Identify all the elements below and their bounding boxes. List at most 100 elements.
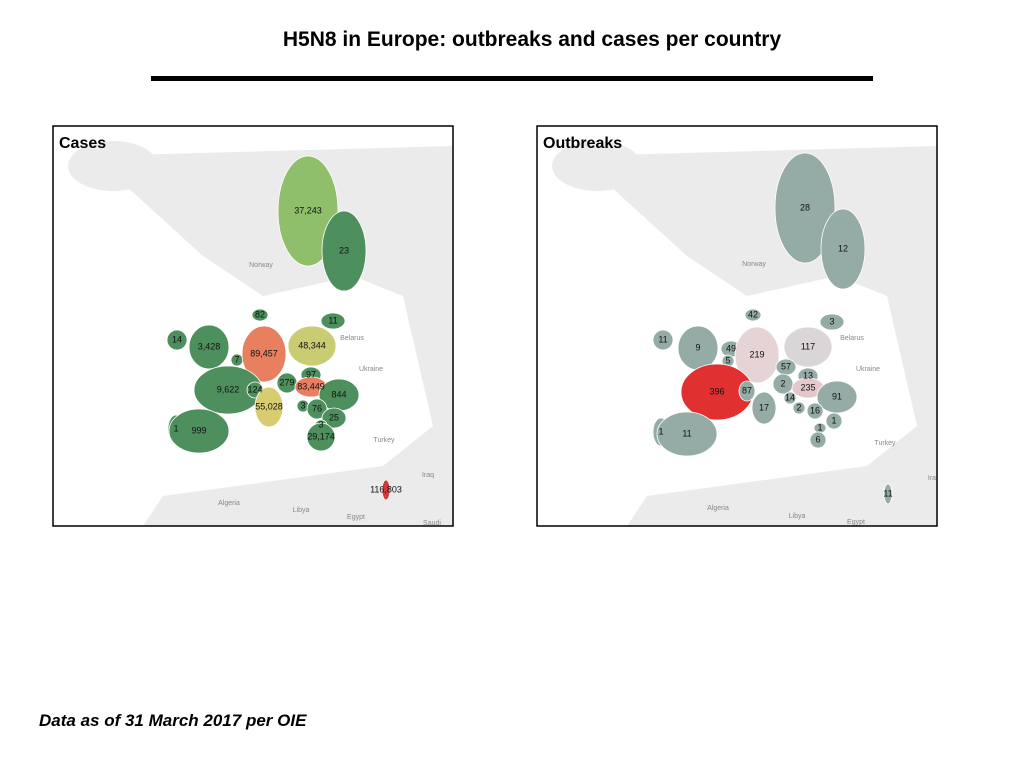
country-patch	[809, 431, 827, 449]
country-value: 844	[331, 389, 346, 399]
country-patch	[287, 325, 337, 367]
place-label: Egypt	[847, 519, 865, 526]
country-value: 116,803	[370, 484, 402, 494]
country-patch	[321, 407, 347, 429]
place-label: Belarus	[840, 335, 864, 342]
country-value: 87	[742, 385, 752, 395]
slide-title: H5N8 in Europe: outbreaks and cases per …	[283, 28, 782, 51]
country-patch	[751, 391, 777, 425]
place-label: Belarus	[340, 335, 364, 342]
country-value: 279	[279, 377, 294, 387]
country-value: 76	[312, 403, 322, 413]
place-label: Libya	[293, 507, 310, 514]
country-value: 13	[803, 370, 813, 380]
country-value: 6	[815, 434, 820, 444]
country-patch	[251, 308, 269, 322]
country-value: 999	[191, 425, 206, 435]
panel-title: Outbreaks	[543, 135, 622, 152]
place-label: Algeria	[218, 500, 240, 507]
land	[552, 141, 642, 191]
country-value: 16	[810, 405, 820, 415]
country-value: 12	[838, 243, 848, 253]
place-label: Saudi	[423, 520, 441, 527]
country-value: 14	[785, 392, 795, 402]
country-patch	[241, 325, 287, 383]
place-label: Egypt	[347, 514, 365, 521]
country-value: 48,344	[298, 340, 326, 350]
country-value: 3	[318, 419, 323, 429]
place-label: Norway	[249, 262, 273, 269]
country-patch	[320, 312, 346, 330]
country-value: 97	[306, 369, 316, 379]
country-value: 1	[831, 415, 836, 425]
country-patch	[820, 208, 866, 290]
country-patch	[381, 479, 391, 501]
country-value: 23	[339, 245, 349, 255]
country-value: 396	[709, 386, 724, 396]
country-value: 1	[817, 422, 822, 432]
country-value: 89,457	[250, 348, 278, 358]
panel-border	[536, 125, 938, 527]
country-value: 29,174	[307, 431, 335, 441]
country-value: 17	[759, 402, 769, 412]
country-value: 3,428	[198, 341, 221, 351]
country-value: 7	[234, 354, 239, 364]
cases-map: 37,243 23 82 11 14 3,428 7 89,457 48,344 97 279 83,…	[52, 125, 454, 527]
country-patch	[783, 391, 797, 405]
country-patch	[306, 422, 336, 452]
country-value: 11	[682, 428, 691, 438]
place-label: Algeria	[707, 505, 729, 512]
country-value: 117	[801, 341, 815, 351]
place-label: Ukraine	[856, 366, 880, 373]
footnote: Data as of 31 March 2017 per OIE	[39, 711, 307, 730]
country-value: 9,622	[217, 384, 240, 394]
country-value: 219	[749, 349, 764, 359]
country-value: 83,449	[297, 381, 325, 391]
place-label: Ira	[928, 475, 936, 482]
country-patch	[652, 329, 674, 351]
country-patch	[254, 386, 284, 428]
panel-border	[52, 125, 454, 527]
country-value: 1	[658, 426, 663, 436]
country-patch	[744, 308, 762, 322]
country-value: 124	[247, 384, 262, 394]
country-patch	[734, 326, 780, 384]
place-label: Iraq	[422, 472, 434, 479]
country-value: 82	[255, 309, 265, 319]
country-value: 2	[780, 378, 785, 388]
country-value: 42	[748, 309, 758, 319]
place-label: Turkey	[373, 437, 395, 444]
country-value: 9	[695, 342, 700, 352]
country-value: 57	[781, 361, 791, 371]
country-value: 25	[329, 412, 339, 422]
country-value: 235	[800, 382, 815, 392]
country-value: 55,028	[255, 401, 283, 411]
country-patch	[806, 402, 824, 420]
country-patch	[321, 210, 367, 292]
country-patch	[166, 329, 188, 351]
country-value: 49	[726, 343, 736, 353]
place-label: Turkey	[874, 440, 896, 447]
country-patch	[883, 483, 893, 505]
country-value: 5	[725, 355, 730, 365]
country-patch	[738, 380, 756, 402]
country-patch	[168, 408, 230, 454]
place-label: Norway	[742, 261, 766, 268]
country-patch	[825, 412, 843, 430]
country-value: 91	[832, 391, 842, 401]
country-value: 14	[172, 334, 182, 344]
country-value: 3	[829, 316, 834, 326]
country-value: 11	[328, 315, 337, 325]
country-patch	[819, 313, 845, 331]
country-patch	[783, 326, 833, 368]
panel-title: Cases	[59, 135, 106, 152]
country-value: 11	[883, 488, 892, 498]
country-patch	[774, 152, 836, 264]
country-patch	[792, 401, 806, 415]
land	[68, 141, 158, 191]
country-patch	[816, 380, 858, 414]
place-label: Libya	[789, 513, 806, 520]
place-label: Ukraine	[359, 366, 383, 373]
country-patch	[656, 411, 718, 457]
